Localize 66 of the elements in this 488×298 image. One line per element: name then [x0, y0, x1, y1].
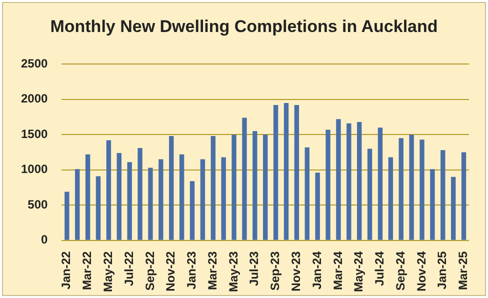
- bar: [64, 192, 70, 240]
- bar: [75, 169, 80, 240]
- x-tick-label: Jul-24: [372, 250, 387, 286]
- bar: [284, 102, 289, 240]
- x-tick-label: Jan-22: [59, 250, 74, 290]
- x-tick-label: Mar-23: [205, 250, 220, 290]
- bar: [315, 172, 320, 240]
- bar: [461, 152, 466, 240]
- bar: [242, 118, 247, 240]
- bar: [148, 168, 153, 240]
- bar: [252, 131, 258, 240]
- bar: [367, 148, 372, 240]
- bar: [356, 122, 362, 240]
- x-tick-label: Sep-22: [142, 250, 157, 291]
- bar: [106, 140, 112, 240]
- bar: [96, 176, 101, 240]
- x-tick-label: Sep-24: [393, 250, 408, 291]
- x-tick-label: Jan-23: [184, 250, 199, 290]
- bar: [336, 119, 341, 240]
- x-tick-label: May-22: [101, 250, 116, 292]
- bar: [169, 136, 174, 240]
- bar: [138, 148, 142, 240]
- bar: [85, 154, 90, 240]
- bar: [190, 181, 195, 240]
- bar: [346, 123, 352, 240]
- x-tick-label: Nov-22: [164, 250, 178, 292]
- bar: [158, 159, 164, 240]
- y-tick-label: 500: [28, 197, 48, 212]
- bar: [398, 138, 404, 240]
- bar: [263, 134, 268, 240]
- bar: [440, 150, 446, 240]
- bar: [273, 105, 278, 240]
- x-tick-label: May-23: [226, 250, 240, 292]
- bar: [232, 134, 236, 240]
- x-tick-label: Mar-24: [330, 250, 345, 290]
- bar: [326, 130, 330, 240]
- bar: [116, 152, 122, 240]
- bar: [409, 134, 414, 240]
- y-tick-label: 2000: [20, 92, 48, 106]
- x-tick-label: Jul-22: [122, 250, 136, 286]
- bar: [200, 159, 206, 240]
- bar: [304, 147, 310, 240]
- x-tick-label: Nov-24: [414, 250, 428, 292]
- x-tick-label: Mar-22: [80, 250, 94, 290]
- bar: [179, 154, 184, 240]
- x-tick-label: Mar-25: [456, 250, 470, 290]
- y-tick-label: 0: [41, 232, 48, 247]
- x-tick-label: Nov-23: [288, 250, 303, 292]
- bar: [388, 157, 394, 240]
- bar: [210, 136, 216, 240]
- y-tick-label: 1000: [20, 162, 48, 176]
- y-tick-label: 1500: [20, 126, 48, 141]
- chart-title: Monthly New Dwelling Completions in Auckland: [49, 17, 439, 37]
- x-tick-label: Sep-23: [268, 250, 282, 291]
- x-tick-label: Jan-25: [435, 250, 450, 290]
- x-tick-label: Jul-23: [247, 250, 262, 286]
- x-tick-label: Jan-24: [310, 250, 324, 290]
- bar: [430, 169, 435, 240]
- bar: [294, 105, 300, 240]
- bar: [221, 157, 226, 240]
- bar: [378, 128, 383, 240]
- bar: [450, 176, 456, 240]
- x-tick-label: May-24: [352, 250, 366, 292]
- y-tick-label: 2500: [20, 56, 48, 71]
- bar: [420, 140, 424, 240]
- bar: [127, 162, 132, 240]
